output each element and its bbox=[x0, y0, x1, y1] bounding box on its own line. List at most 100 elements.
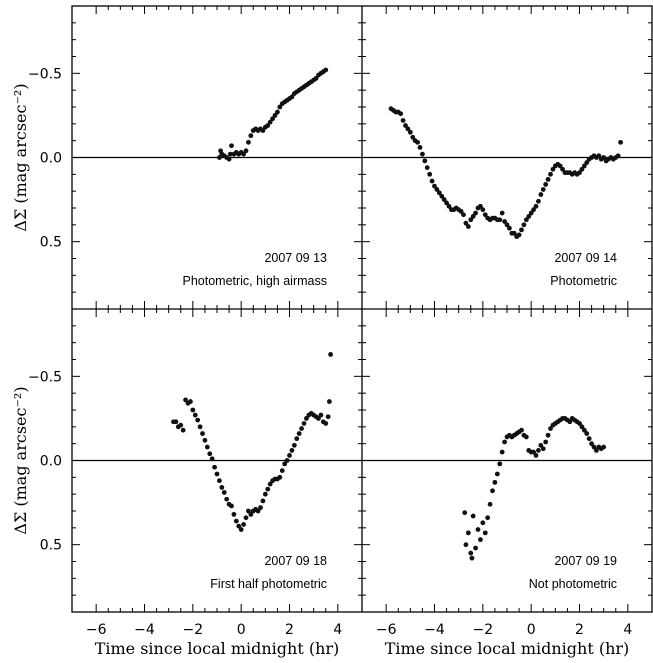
data-point bbox=[192, 412, 198, 418]
data-point bbox=[272, 113, 278, 118]
data-point bbox=[589, 441, 594, 447]
data-point bbox=[473, 545, 478, 551]
data-point bbox=[511, 230, 517, 236]
panel-note: Photometric, high airmass bbox=[182, 274, 327, 288]
data-point bbox=[502, 219, 507, 224]
data-point bbox=[178, 422, 184, 428]
data-point bbox=[516, 232, 522, 238]
data-point bbox=[284, 458, 290, 463]
data-point bbox=[236, 523, 242, 529]
x-tick-label: 2 bbox=[575, 622, 584, 638]
data-point bbox=[190, 407, 196, 413]
data-point bbox=[615, 153, 621, 159]
data-point bbox=[533, 203, 539, 209]
data-point bbox=[227, 151, 233, 157]
data-point bbox=[584, 431, 590, 436]
data-point bbox=[243, 148, 249, 154]
y-axis-label: ΔΣ (mag arcsec⁻²) bbox=[11, 386, 30, 534]
y-tick-label: 0.0 bbox=[40, 151, 62, 167]
data-point bbox=[545, 432, 551, 438]
data-point bbox=[601, 155, 607, 160]
data-point bbox=[461, 212, 466, 218]
data-point bbox=[478, 203, 483, 209]
x-tick-label: 2 bbox=[285, 622, 294, 638]
data-point bbox=[468, 550, 474, 556]
data-point bbox=[420, 151, 425, 157]
data-point bbox=[221, 490, 227, 495]
data-point bbox=[209, 456, 215, 462]
panel-note: Photometric bbox=[550, 274, 617, 288]
panel-date: 2007 09 14 bbox=[554, 251, 617, 265]
data-point bbox=[521, 222, 527, 228]
data-point bbox=[475, 527, 481, 532]
data-point bbox=[231, 511, 237, 517]
panel-date: 2007 09 13 bbox=[264, 251, 327, 265]
panel-date: 2007 09 19 bbox=[554, 554, 617, 568]
data-point bbox=[543, 182, 549, 187]
data-point bbox=[507, 225, 512, 231]
data-point bbox=[260, 128, 266, 133]
data-point bbox=[415, 139, 420, 145]
data-point bbox=[267, 481, 273, 487]
data-point bbox=[536, 448, 541, 453]
data-point bbox=[323, 67, 329, 73]
data-point bbox=[523, 217, 529, 223]
data-point bbox=[403, 123, 408, 128]
data-point bbox=[427, 171, 433, 177]
data-point bbox=[533, 453, 539, 458]
data-point bbox=[531, 207, 536, 213]
data-point bbox=[581, 427, 587, 433]
data-point bbox=[229, 143, 234, 149]
data-point bbox=[550, 166, 556, 172]
data-point bbox=[304, 416, 309, 421]
data-point bbox=[462, 510, 468, 516]
data-point bbox=[463, 542, 469, 548]
x-tick-label: −4 bbox=[424, 622, 445, 638]
data-point bbox=[545, 176, 551, 182]
data-point bbox=[217, 155, 222, 160]
data-point bbox=[316, 416, 321, 421]
data-point bbox=[294, 436, 300, 442]
data-point bbox=[229, 503, 234, 509]
data-point bbox=[173, 419, 179, 425]
data-point bbox=[485, 515, 491, 521]
y-tick-label: 0.5 bbox=[40, 538, 62, 554]
data-point bbox=[446, 203, 452, 209]
x-tick-label: −4 bbox=[134, 622, 155, 638]
data-point bbox=[439, 193, 445, 199]
panel-date: 2007 09 18 bbox=[264, 554, 327, 568]
data-point bbox=[289, 448, 295, 453]
data-point bbox=[584, 160, 590, 165]
data-point bbox=[465, 530, 471, 536]
data-point bbox=[480, 207, 486, 213]
data-point bbox=[499, 449, 505, 455]
data-point bbox=[265, 123, 271, 128]
data-point bbox=[291, 442, 297, 448]
data-point bbox=[494, 471, 500, 477]
data-point bbox=[581, 163, 587, 169]
data-point bbox=[226, 156, 232, 162]
data-point bbox=[212, 464, 217, 470]
data-point bbox=[277, 104, 283, 110]
data-point bbox=[328, 352, 333, 357]
data-point bbox=[241, 522, 246, 527]
data-point bbox=[548, 426, 553, 431]
x-tick-label: 4 bbox=[623, 622, 632, 638]
x-tick-label: −6 bbox=[86, 622, 107, 638]
data-point bbox=[224, 496, 230, 502]
data-point bbox=[238, 527, 244, 532]
data-point bbox=[267, 119, 273, 125]
data-point bbox=[260, 498, 266, 504]
data-point bbox=[538, 192, 544, 197]
x-tick-label: 0 bbox=[237, 622, 246, 638]
data-point bbox=[531, 449, 536, 455]
x-tick-label: −2 bbox=[473, 622, 494, 638]
data-point bbox=[417, 145, 423, 150]
data-point bbox=[577, 421, 582, 426]
data-point bbox=[400, 118, 406, 123]
data-point bbox=[463, 220, 469, 226]
x-axis-label: Time since local midnight (hr) bbox=[95, 639, 340, 658]
x-tick-label: −2 bbox=[183, 622, 204, 638]
data-point bbox=[538, 442, 544, 448]
